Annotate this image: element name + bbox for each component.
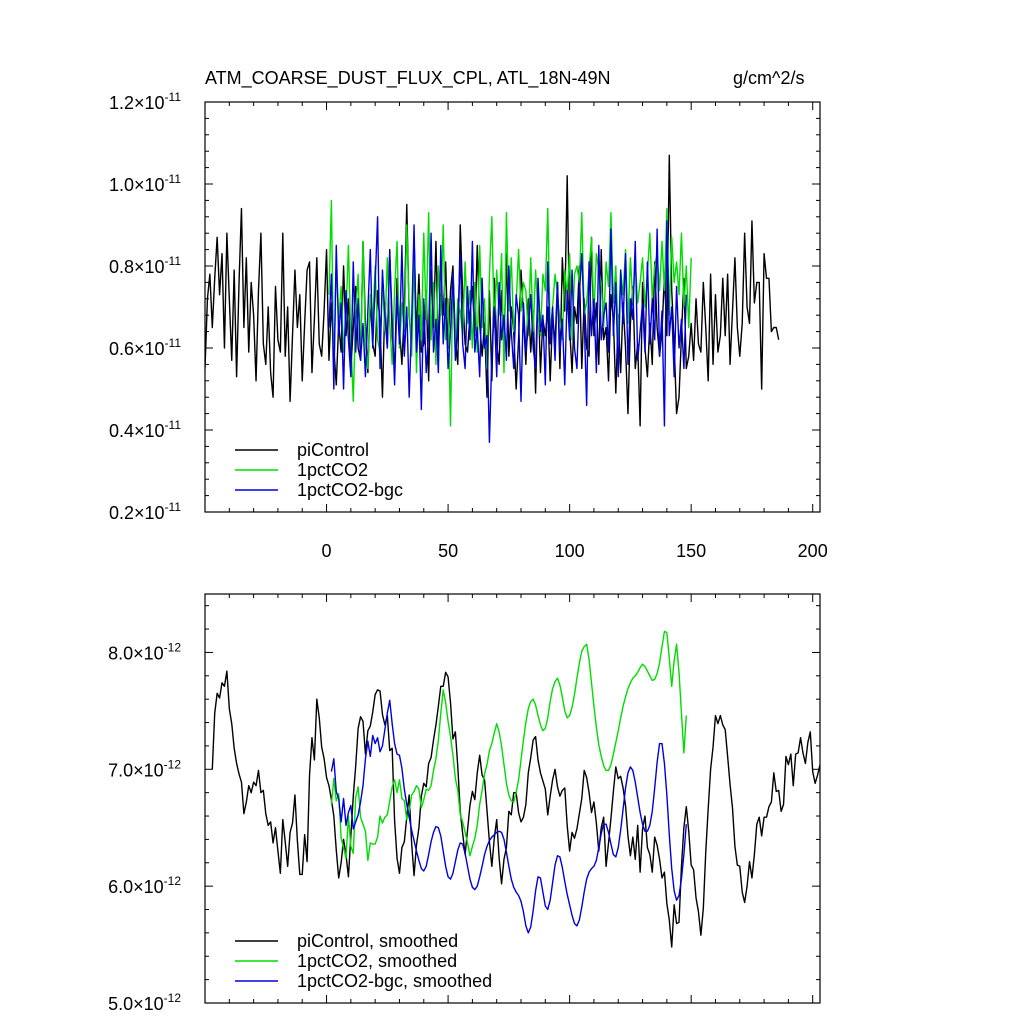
legend-label: piControl [297, 440, 369, 460]
x-tick-label-top: 150 [676, 541, 706, 561]
y-tick-label-top: 0.2×10-11 [109, 500, 181, 523]
bottom-panel: 5.0×10-12 6.0×10-12 7.0×10-12 8.0×10-12 piCo… [108, 593, 821, 1014]
series-line-bottom-2 [330, 699, 687, 934]
legend-label: 1pctCO2 [297, 460, 368, 480]
chart-title: ATM_COARSE_DUST_FLUX_CPL, ATL_18N-49N [205, 68, 610, 89]
plot-frame-bottom [204, 593, 821, 1004]
series-line-bottom-0 [211, 670, 820, 948]
y-tick-label-bottom: 6.0×10-12 [108, 874, 181, 897]
x-tick-label-top: 100 [555, 541, 585, 561]
y-tick-label-bottom: 7.0×10-12 [108, 757, 181, 780]
y-tick-label-top: 0.8×10-11 [109, 254, 181, 277]
x-tick-label-top: 0 [322, 541, 332, 561]
y-tick-label-bottom: 5.0×10-12 [108, 991, 181, 1014]
y-tick-label-top: 1.0×10-11 [109, 172, 181, 195]
series-line-bottom-1 [330, 630, 687, 862]
legend-label: 1pctCO2, smoothed [297, 951, 457, 971]
chart-units: g/cm^2/s [733, 68, 804, 88]
y-tick-label-top: 0.4×10-11 [109, 418, 181, 441]
series-line-top-2 [328, 216, 687, 443]
chart-header: ATM_COARSE_DUST_FLUX_CPL, ATL_18N-49N g/… [205, 68, 804, 89]
x-tick-label-top: 200 [798, 541, 828, 561]
legend-label: 1pctCO2-bgc [297, 480, 403, 500]
y-tick-label-top: 0.6×10-11 [109, 336, 181, 359]
x-tick-label-top: 50 [438, 541, 458, 561]
plot-frame-top [204, 101, 821, 513]
legend-label: piControl, smoothed [297, 931, 458, 951]
series-line-top-0 [205, 154, 780, 427]
y-tick-label-bottom: 8.0×10-12 [108, 640, 181, 663]
y-tick-label-top: 1.2×10-11 [109, 90, 181, 113]
top-panel: 0 50 100 150 200 0.2×10-11 0.4×10-11 0.6×10-11 0… [109, 90, 828, 561]
legend-label: 1pctCO2-bgc, smoothed [297, 971, 492, 991]
